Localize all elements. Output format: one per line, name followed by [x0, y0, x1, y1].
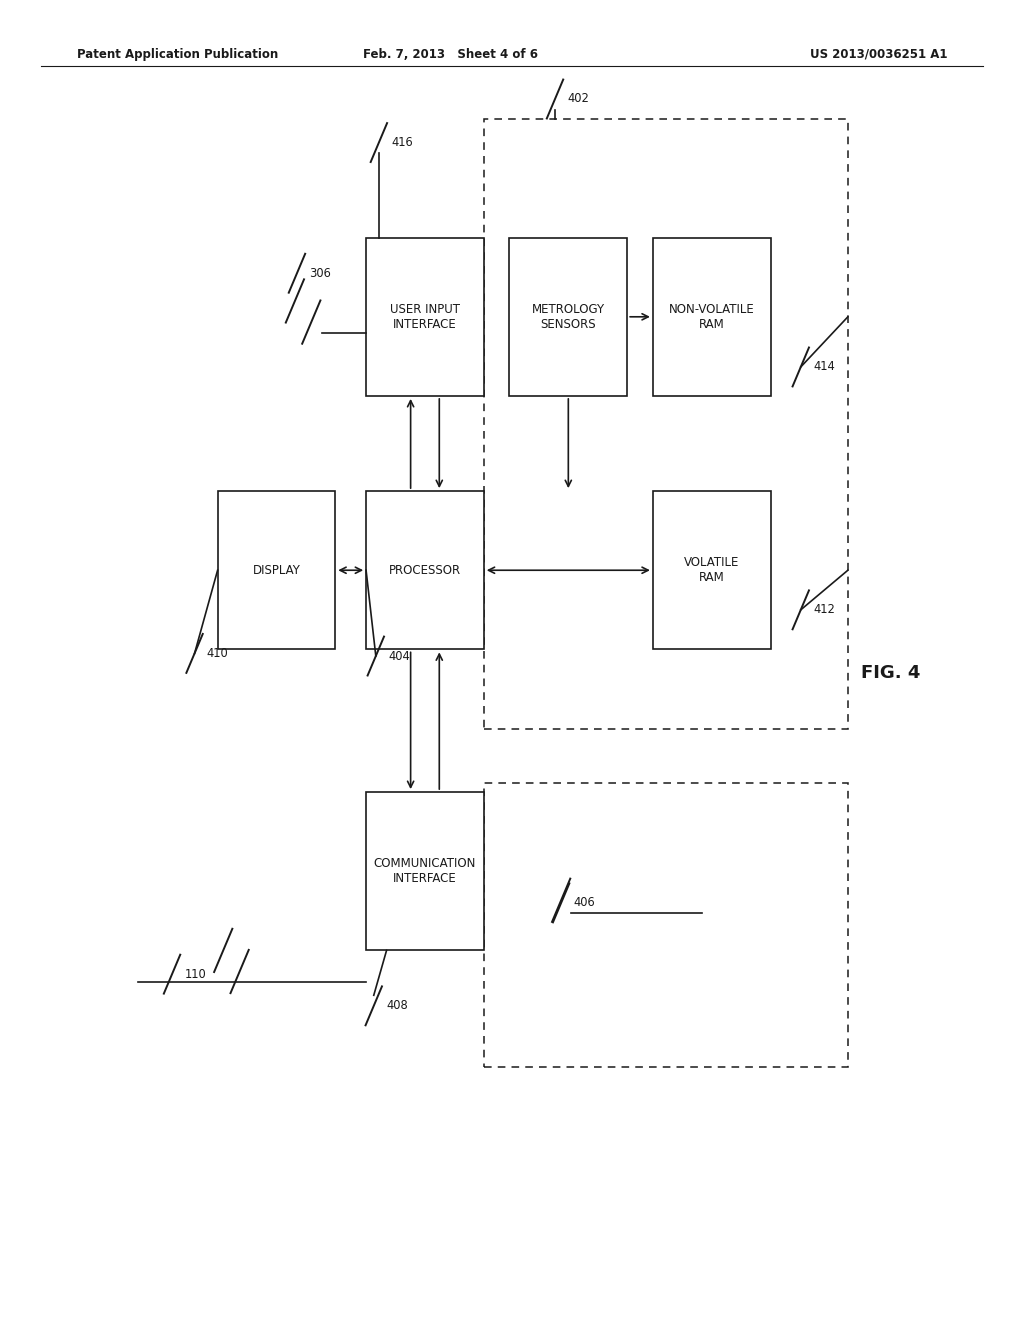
- Text: DISPLAY: DISPLAY: [253, 564, 300, 577]
- Text: 402: 402: [567, 92, 589, 106]
- Text: COMMUNICATION
INTERFACE: COMMUNICATION INTERFACE: [374, 857, 476, 886]
- Text: VOLATILE
RAM: VOLATILE RAM: [684, 556, 739, 585]
- Text: 408: 408: [386, 999, 408, 1012]
- Text: US 2013/0036251 A1: US 2013/0036251 A1: [810, 48, 947, 61]
- Text: 110: 110: [184, 968, 206, 981]
- Text: NON-VOLATILE
RAM: NON-VOLATILE RAM: [669, 302, 755, 331]
- Text: 410: 410: [207, 647, 228, 660]
- Text: USER INPUT
INTERFACE: USER INPUT INTERFACE: [390, 302, 460, 331]
- Text: Patent Application Publication: Patent Application Publication: [77, 48, 279, 61]
- Text: FIG. 4: FIG. 4: [861, 664, 921, 682]
- FancyBboxPatch shape: [653, 238, 770, 396]
- Text: Feb. 7, 2013   Sheet 4 of 6: Feb. 7, 2013 Sheet 4 of 6: [364, 48, 538, 61]
- FancyBboxPatch shape: [367, 792, 483, 950]
- Text: 406: 406: [573, 896, 595, 909]
- Text: PROCESSOR: PROCESSOR: [389, 564, 461, 577]
- FancyBboxPatch shape: [367, 491, 483, 649]
- FancyBboxPatch shape: [367, 238, 483, 396]
- Text: 404: 404: [388, 649, 410, 663]
- FancyBboxPatch shape: [653, 491, 770, 649]
- Text: 412: 412: [813, 603, 835, 616]
- Text: 416: 416: [391, 136, 413, 149]
- Text: METROLOGY
SENSORS: METROLOGY SENSORS: [531, 302, 605, 331]
- FancyBboxPatch shape: [218, 491, 336, 649]
- FancyBboxPatch shape: [510, 238, 627, 396]
- Text: 306: 306: [309, 267, 331, 280]
- Text: 414: 414: [813, 360, 835, 374]
